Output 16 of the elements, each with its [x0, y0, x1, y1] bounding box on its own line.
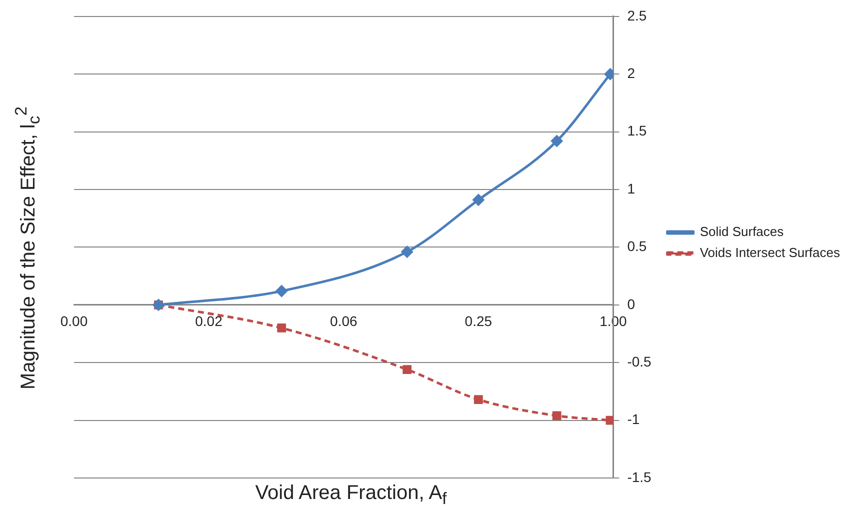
x-tick-label: 0.00 [60, 313, 88, 330]
y-tick-label: 2 [627, 64, 636, 81]
x-axis-title: Void Area Fraction, A$_{f}$ [254, 482, 448, 509]
y-tick-label: -0.5 [627, 353, 652, 370]
y-tick-label: 2.5 [627, 7, 647, 24]
x-tick-label: 0.25 [464, 313, 492, 330]
legend-label: Voids Intersect Surfaces [700, 245, 840, 260]
y-tick-label: 1 [627, 180, 636, 196]
y-tick-label: -1 [627, 411, 640, 428]
y-tick-label: 1.5 [627, 122, 647, 139]
y-tick-label: 0 [627, 296, 636, 312]
y-tick-label: -1.5 [627, 468, 652, 485]
y-tick-label: 0.5 [627, 238, 647, 254]
x-tick-label: 0.02 [195, 313, 223, 330]
legend-label: Solid Surfaces [700, 224, 784, 240]
x-tick-label: 0.06 [330, 313, 358, 330]
